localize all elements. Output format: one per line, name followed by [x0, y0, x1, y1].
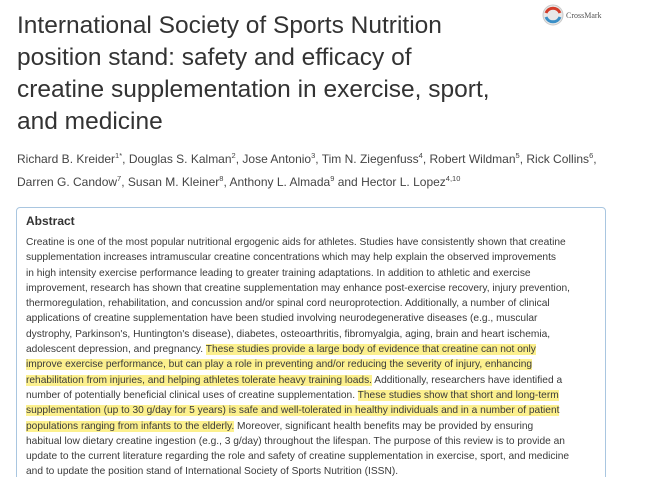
crossmark[interactable]: CrossMark	[542, 4, 602, 26]
abstract-line: Creatine is one of the most popular nutr…	[26, 235, 605, 250]
author-affiliation: 1*	[115, 151, 123, 160]
text: supplementation increases intramuscular …	[26, 252, 557, 264]
text: update to the current literature regardi…	[26, 451, 570, 463]
author-affiliation: 4,10	[445, 174, 461, 183]
author-name: Susan M. Kleiner	[127, 175, 220, 189]
highlighted-text: rehabilitation from injuries, and helpin…	[26, 374, 373, 386]
crossmark-icon	[542, 4, 564, 26]
text: Creatine is one of the most popular nutr…	[26, 237, 566, 248]
highlighted-text: supplementation (up to 30 g/day for 5 ye…	[26, 405, 560, 417]
crossmark-label: CrossMark	[566, 10, 602, 20]
author-separator: ,	[422, 152, 430, 166]
abstract-line: and to update the position stand of Inte…	[26, 464, 605, 477]
text: applications of creatine supplementation…	[26, 313, 538, 325]
highlighted-text: populations ranging from infants to the …	[26, 420, 235, 432]
author-affiliation: 5	[515, 151, 520, 160]
author-separator: ,	[122, 152, 129, 166]
title-line: International Society of Sports Nutritio…	[17, 12, 442, 39]
author-name: Jose Antonio	[242, 152, 312, 166]
author-affiliation: 8	[219, 174, 224, 183]
author-separator: ,	[223, 175, 230, 189]
abstract-line: supplementation increases intramuscular …	[26, 250, 605, 265]
author-separator: ,	[315, 152, 322, 166]
abstract-line: update to the current literature regardi…	[26, 449, 605, 464]
author-separator: ,	[593, 152, 597, 166]
author-affiliation: 3	[311, 151, 316, 160]
author-affiliation: 9	[330, 174, 335, 183]
highlighted-text: These studies provide a large body of ev…	[205, 344, 536, 356]
abstract-line: supplementation (up to 30 g/day for 5 ye…	[26, 403, 605, 418]
abstract-line: dystrophy, Parkinson's, Huntington's dis…	[26, 327, 605, 342]
author-separator: ,	[121, 175, 128, 189]
author-name: Richard B. Kreider	[17, 152, 116, 166]
abstract-line: habitual low dietary creatine ingestion …	[26, 434, 605, 449]
author-separator: ,	[235, 152, 243, 166]
author-name: Anthony L. Almada	[229, 175, 331, 189]
abstract-line: improve exercise performance, but can pl…	[26, 357, 605, 372]
author-name: Darren G. Candow	[17, 175, 118, 189]
abstract-line: thermoregulation, rehabilitation, and co…	[26, 296, 605, 311]
text: thermoregulation, rehabilitation, and co…	[26, 298, 550, 310]
text: improvement, research has shown that cre…	[26, 282, 570, 294]
authors: Richard B. Kreider1*, Douglas S. Kalman2…	[17, 146, 597, 192]
abstract-line: in high intensity exercise performance l…	[26, 266, 605, 281]
text: habitual low dietary creatine ingestion …	[26, 435, 565, 447]
author-separator: ,	[519, 152, 527, 166]
highlighted-text: improve exercise performance, but can pl…	[26, 359, 533, 371]
author-name: Robert Wildman	[429, 152, 516, 166]
author-affiliation: 2	[231, 151, 236, 160]
author-line: Richard B. Kreider1*, Douglas S. Kalman2…	[17, 146, 597, 169]
text: Moreover, significant health benefits ma…	[234, 420, 534, 432]
abstract-text: Creatine is one of the most popular nutr…	[26, 235, 605, 477]
text: and to update the position stand of Inte…	[26, 466, 399, 477]
abstract-box: Abstract Creatine is one of the most pop…	[16, 207, 606, 477]
abstract-line: rehabilitation from injuries, and helpin…	[26, 373, 605, 388]
author-affiliation: 6	[589, 151, 594, 160]
text: dystrophy, Parkinson's, Huntington's dis…	[26, 328, 551, 340]
abstract-line: adolescent depression, and pregnancy. Th…	[26, 342, 605, 357]
abstract-line: number of potentially beneficial clinica…	[26, 388, 605, 403]
abstract-line: populations ranging from infants to the …	[26, 419, 605, 434]
title-line: and medicine	[17, 108, 163, 135]
author-name: Tim N. Ziegenfuss	[321, 152, 419, 166]
author-affiliation: 7	[117, 174, 122, 183]
title: International Society of Sports Nutritio…	[17, 10, 490, 138]
abstract-line: applications of creatine supplementation…	[26, 311, 605, 326]
author-affiliation: 4	[418, 151, 423, 160]
author-name: Hector L. Lopez	[361, 175, 446, 189]
text: Additionally, researchers have identifie…	[372, 374, 563, 386]
title-line: position stand: safety and efficacy of	[17, 44, 412, 71]
text: number of potentially beneficial clinica…	[26, 389, 358, 401]
author-separator: and	[334, 175, 362, 189]
author-name: Rick Collins	[526, 152, 590, 166]
author-name: Douglas S. Kalman	[128, 152, 232, 166]
highlighted-text: These studies show that short and long-t…	[357, 389, 559, 401]
text: adolescent depression, and pregnancy.	[26, 344, 206, 356]
author-line: Darren G. Candow7, Susan M. Kleiner8, An…	[17, 169, 597, 192]
abstract-line: improvement, research has shown that cre…	[26, 281, 605, 296]
text: in high intensity exercise performance l…	[26, 267, 531, 279]
title-line: creatine supplementation in exercise, sp…	[17, 76, 490, 103]
abstract-heading: Abstract	[26, 214, 75, 228]
